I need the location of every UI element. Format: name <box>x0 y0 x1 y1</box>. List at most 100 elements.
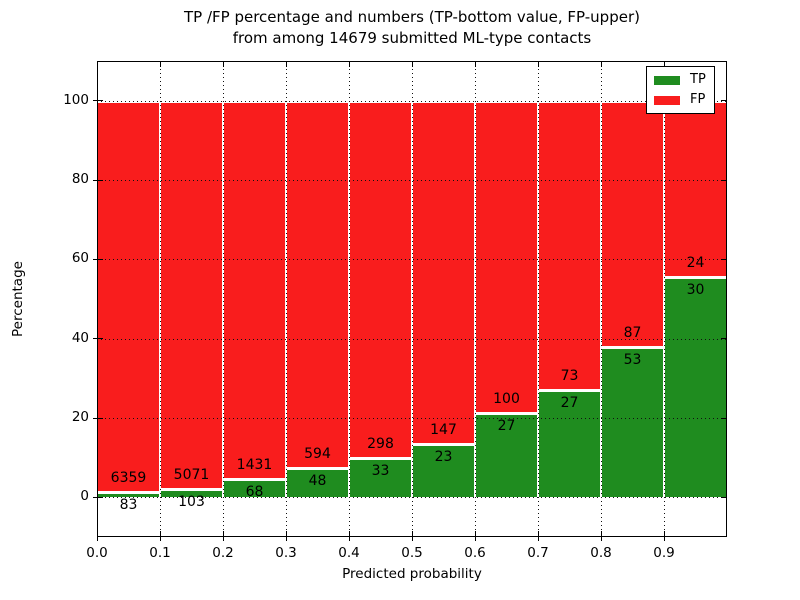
x-tick-label: 0.7 <box>527 545 549 561</box>
x-tick-label: 0.0 <box>86 545 108 561</box>
bar-tp-segment <box>664 276 727 498</box>
bar-tp-segment <box>349 457 412 498</box>
x-tick <box>411 537 413 541</box>
h-gridline <box>97 497 727 499</box>
tp-count-label: 53 <box>623 352 642 369</box>
tp-count-label: 27 <box>497 418 516 434</box>
x-tick <box>96 61 98 67</box>
bar-fp-segment <box>412 100 475 444</box>
x-tick-label: 0.4 <box>338 545 360 561</box>
fp-swatch-icon <box>654 95 680 105</box>
x-tick <box>222 531 224 537</box>
x-tick <box>96 537 98 541</box>
v-gridline <box>537 61 539 537</box>
y-tick <box>97 338 103 340</box>
chart-title-line1: TP /FP percentage and numbers (TP-bottom… <box>184 8 640 26</box>
fp-count-label: 73 <box>560 368 579 385</box>
tp-count-label: 30 <box>686 281 705 298</box>
x-tick <box>285 537 287 541</box>
bar-fp-segment <box>664 100 727 277</box>
bar-fp-segment <box>349 100 412 458</box>
y-tick-label: 60 <box>71 250 89 267</box>
legend-label-fp: FP <box>690 92 706 107</box>
bar-fp-segment <box>475 100 538 413</box>
v-gridline <box>600 61 602 537</box>
x-tick <box>222 61 224 67</box>
x-tick <box>537 61 539 67</box>
v-gridline <box>348 61 350 537</box>
x-tick-label: 0.8 <box>590 545 612 561</box>
fp-count-label: 24 <box>686 254 705 271</box>
y-tick <box>97 258 103 260</box>
x-tick <box>537 537 539 541</box>
y-tick <box>93 338 97 340</box>
fp-count-label: 100 <box>493 391 520 407</box>
fp-count-label: 298 <box>367 435 394 452</box>
y-tick <box>93 100 97 102</box>
bar-fp-segment <box>223 100 286 480</box>
y-tick <box>97 417 103 419</box>
h-gridline <box>97 338 727 340</box>
tp-count-label: 27 <box>560 395 579 412</box>
legend-item-tp: TP <box>654 73 706 87</box>
bar-fp-segment <box>160 100 223 490</box>
x-tick <box>663 531 665 537</box>
x-tick <box>348 61 350 67</box>
y-tick <box>721 496 727 498</box>
x-tick <box>285 61 287 67</box>
y-tick <box>93 179 97 181</box>
h-gridline <box>97 100 727 102</box>
x-tick-label: 0.2 <box>212 545 234 561</box>
h-gridline <box>97 180 727 181</box>
x-tick <box>411 531 413 537</box>
x-tick <box>222 537 224 541</box>
y-tick-label: 100 <box>63 91 89 108</box>
fp-count-label: 147 <box>430 421 457 438</box>
x-tick <box>474 61 476 67</box>
x-tick-label: 0.3 <box>275 545 297 561</box>
fp-count-label: 5071 <box>173 467 210 484</box>
tp-count-label: 23 <box>434 448 453 465</box>
y-tick <box>93 496 97 498</box>
x-tick <box>600 61 602 67</box>
bar-fp-segment <box>601 100 664 348</box>
legend: TP FP <box>646 66 715 114</box>
x-tick-label: 0.5 <box>401 545 423 561</box>
x-tick <box>474 537 476 541</box>
v-gridline <box>159 61 161 537</box>
x-tick <box>159 61 161 67</box>
x-tick <box>537 531 539 537</box>
y-tick <box>721 338 727 340</box>
x-tick <box>411 61 413 67</box>
v-gridline <box>663 61 665 537</box>
x-tick <box>159 537 161 541</box>
y-tick <box>721 417 727 419</box>
fp-count-label: 87 <box>623 325 642 342</box>
y-tick <box>721 100 727 102</box>
y-tick-label: 20 <box>71 409 89 425</box>
bar-fp-segment <box>97 100 160 493</box>
v-gridline <box>222 61 224 537</box>
y-tick <box>721 179 727 181</box>
x-tick <box>663 61 665 67</box>
bar-tp-segment <box>601 347 664 498</box>
h-gridline <box>97 418 727 419</box>
legend-item-fp: FP <box>654 93 706 107</box>
x-tick <box>348 531 350 537</box>
x-axis-label: Predicted probability <box>342 566 482 582</box>
x-tick <box>159 531 161 537</box>
legend-label-tp: TP <box>690 72 706 87</box>
x-tick-label: 0.1 <box>149 545 171 561</box>
y-tick <box>93 417 97 419</box>
v-gridline <box>474 61 476 537</box>
tp-swatch-icon <box>654 75 680 85</box>
tp-count-label: 33 <box>371 462 390 479</box>
y-tick <box>97 100 103 102</box>
chart-title-line2: from among 14679 submitted ML-type conta… <box>232 29 592 47</box>
y-tick-label: 80 <box>71 171 89 187</box>
h-gridline <box>97 259 727 261</box>
tp-count-label: 48 <box>308 472 327 489</box>
x-tick-label: 0.6 <box>464 545 486 561</box>
y-tick <box>97 179 103 181</box>
